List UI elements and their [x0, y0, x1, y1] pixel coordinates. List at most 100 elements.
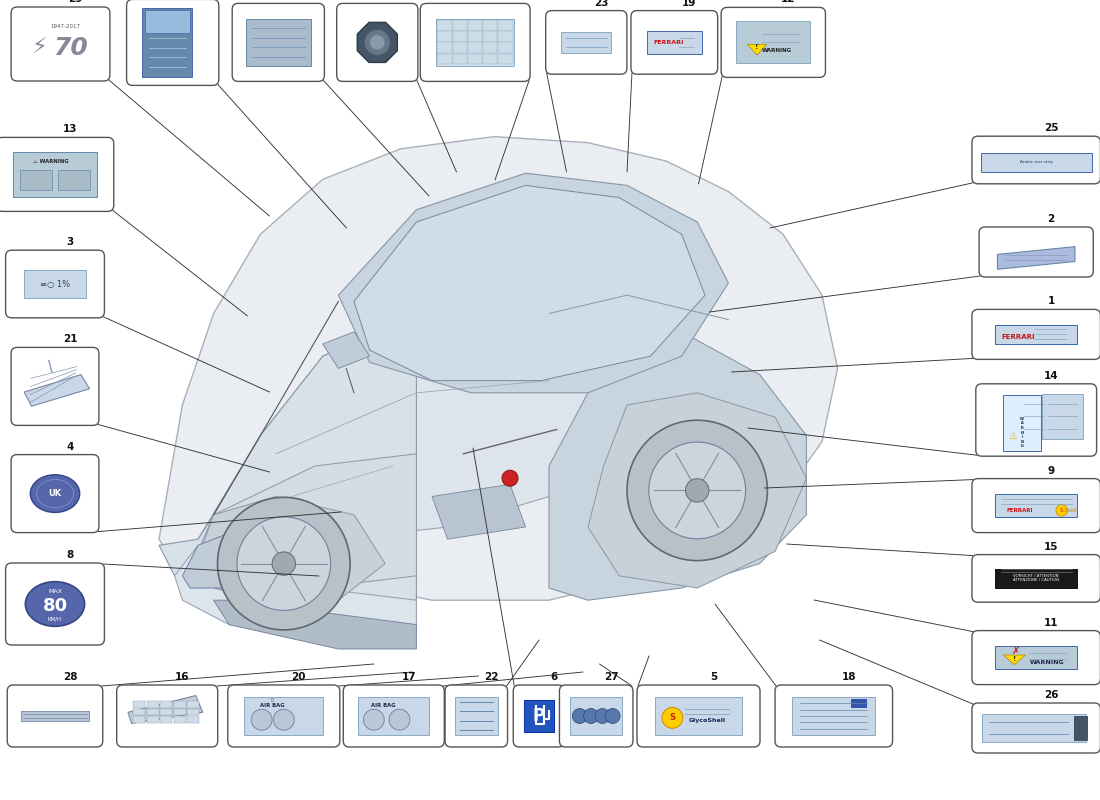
Text: 3: 3: [66, 238, 74, 247]
Text: ⓪: ⓪: [271, 698, 273, 702]
Bar: [452, 54, 468, 65]
Polygon shape: [748, 45, 767, 55]
Bar: [133, 701, 145, 708]
Polygon shape: [998, 246, 1075, 270]
Text: 28: 28: [63, 672, 77, 682]
Text: 25: 25: [1044, 123, 1058, 134]
Text: Arabic text strip: Arabic text strip: [1020, 160, 1053, 164]
Text: 70: 70: [53, 35, 88, 60]
Text: 4: 4: [66, 442, 74, 451]
Text: 16: 16: [175, 672, 189, 682]
Circle shape: [370, 35, 385, 50]
Polygon shape: [160, 314, 417, 600]
Bar: [498, 42, 513, 53]
Bar: [483, 20, 497, 30]
FancyBboxPatch shape: [117, 685, 218, 747]
Text: ⚡: ⚡: [32, 38, 47, 58]
Circle shape: [627, 420, 768, 561]
Text: 9: 9: [1047, 466, 1055, 475]
Bar: [174, 716, 186, 722]
Text: Shell: Shell: [1064, 508, 1078, 513]
Bar: [146, 701, 158, 708]
Bar: [524, 700, 554, 732]
Bar: [438, 42, 452, 53]
FancyBboxPatch shape: [11, 454, 99, 533]
Polygon shape: [339, 174, 728, 393]
Circle shape: [272, 552, 296, 575]
Bar: [483, 31, 497, 42]
Text: 23: 23: [594, 0, 608, 7]
FancyBboxPatch shape: [972, 554, 1100, 602]
Circle shape: [649, 442, 746, 538]
Text: WARNING: WARNING: [762, 48, 792, 54]
Text: ⚠ WARNING: ⚠ WARNING: [33, 159, 68, 165]
Bar: [187, 709, 199, 715]
Circle shape: [251, 710, 272, 730]
Bar: [571, 698, 621, 734]
Bar: [980, 153, 1092, 172]
Polygon shape: [160, 137, 837, 600]
FancyBboxPatch shape: [446, 685, 507, 747]
Text: 18: 18: [842, 672, 856, 682]
Text: AIR BAG: AIR BAG: [260, 703, 284, 708]
Bar: [452, 42, 468, 53]
Text: VORSICHT / ATTENTION: VORSICHT / ATTENTION: [1013, 574, 1059, 578]
Bar: [996, 325, 1077, 344]
Circle shape: [389, 710, 410, 730]
Text: FERRARI: FERRARI: [1006, 508, 1033, 513]
FancyBboxPatch shape: [972, 703, 1100, 753]
Text: S: S: [1060, 508, 1064, 513]
Text: 26: 26: [1044, 690, 1058, 700]
Text: KM/H: KM/H: [48, 616, 62, 622]
Bar: [174, 709, 186, 715]
Bar: [452, 31, 468, 42]
Polygon shape: [549, 314, 806, 600]
Text: FERRARI: FERRARI: [1001, 334, 1035, 340]
FancyBboxPatch shape: [560, 685, 632, 747]
Polygon shape: [322, 332, 370, 368]
Bar: [133, 716, 145, 722]
Text: 80: 80: [43, 598, 67, 615]
Bar: [468, 31, 482, 42]
Text: P: P: [532, 707, 546, 725]
Text: 20: 20: [292, 672, 306, 682]
Text: 5: 5: [710, 672, 717, 682]
FancyBboxPatch shape: [972, 630, 1100, 685]
Text: 19: 19: [682, 0, 696, 7]
FancyBboxPatch shape: [514, 685, 564, 747]
FancyBboxPatch shape: [546, 10, 627, 74]
Bar: [145, 10, 190, 33]
Bar: [1074, 715, 1087, 741]
Bar: [483, 42, 497, 53]
Bar: [21, 710, 89, 722]
Bar: [161, 709, 173, 715]
Polygon shape: [128, 695, 202, 723]
Bar: [468, 42, 482, 53]
Bar: [737, 22, 810, 63]
Polygon shape: [24, 374, 89, 406]
Circle shape: [364, 30, 390, 55]
Bar: [851, 699, 866, 707]
Bar: [792, 698, 876, 734]
Text: 2: 2: [1047, 214, 1055, 224]
Circle shape: [274, 710, 294, 730]
Circle shape: [662, 707, 683, 728]
FancyBboxPatch shape: [8, 685, 102, 747]
Text: 29: 29: [68, 0, 82, 4]
Text: 21: 21: [63, 334, 77, 344]
Text: 11: 11: [1044, 618, 1058, 627]
Bar: [187, 716, 199, 722]
FancyBboxPatch shape: [776, 685, 892, 747]
Bar: [468, 20, 482, 30]
Circle shape: [218, 498, 350, 630]
FancyBboxPatch shape: [979, 227, 1093, 277]
Bar: [498, 31, 513, 42]
Bar: [20, 170, 52, 190]
Bar: [498, 20, 513, 30]
Bar: [483, 54, 497, 65]
Bar: [438, 31, 452, 42]
Text: 12: 12: [781, 0, 795, 4]
Text: UK: UK: [48, 489, 62, 498]
Text: !: !: [756, 44, 759, 50]
Bar: [996, 569, 1077, 588]
